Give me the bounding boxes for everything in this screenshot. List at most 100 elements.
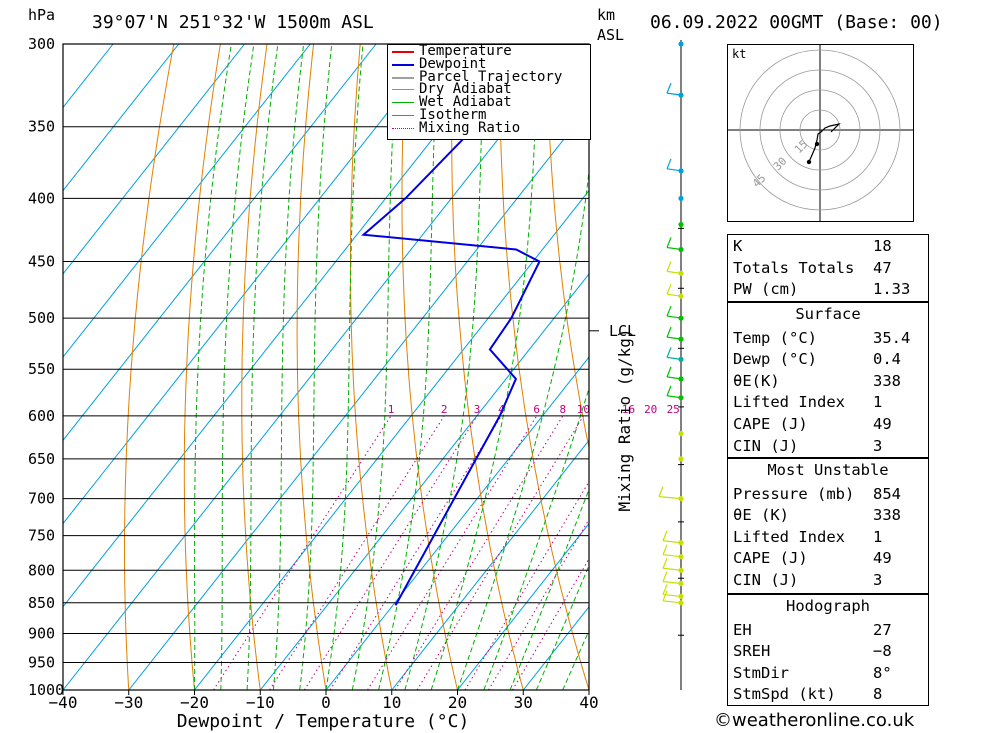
legend-item-temperature: Temperature	[388, 44, 590, 58]
wind-barb-flag	[666, 326, 672, 338]
legend-label: Parcel Trajectory	[419, 68, 563, 85]
wind-level-dot	[678, 293, 684, 299]
surface-dewp-label: Dewp (°C)	[733, 350, 817, 369]
mixing-ratio-line	[303, 415, 478, 690]
surface-temp-value: 35.4	[873, 328, 911, 347]
wind-barb	[662, 567, 682, 571]
dry-adiabat-line	[920, 44, 1000, 690]
dewpoint-profile	[361, 44, 568, 606]
wind-level-dot	[678, 567, 684, 573]
isotherm-line	[457, 522, 589, 690]
isotherm-line	[63, 44, 245, 275]
dry-adiabat-line	[499, 44, 589, 690]
surface-title: Surface	[795, 305, 861, 323]
legend-label: Wet Adiabat	[419, 94, 512, 111]
x-tick-label: 0	[321, 693, 331, 712]
pressure-tick-label: 550	[28, 360, 55, 378]
mixing-ratio-line	[512, 557, 589, 690]
wind-barb	[662, 554, 682, 558]
mixing-ratio-label: 8	[559, 403, 566, 416]
datetime-label: 06.09.2022 00GMT (Base: 00)	[650, 12, 943, 33]
isotherm-line	[63, 44, 180, 192]
wind-barb-flag	[666, 347, 672, 358]
indices-panel: K 18 Totals Totals 47 PW (cm) 1.33	[727, 234, 929, 302]
pressure-tick-label: 800	[28, 561, 55, 579]
pressure-tick-label: 600	[28, 407, 55, 425]
mixing-ratio-label: 1	[388, 403, 395, 416]
wind-barb	[666, 293, 682, 297]
surface-cape-label: CAPE (J)	[733, 414, 808, 433]
wind-barb-flag	[662, 571, 668, 582]
wind-barb-flag	[666, 305, 672, 317]
dry-adiabat-line	[546, 44, 589, 451]
mixing-ratio-label: 2	[441, 403, 448, 416]
dry-adiabat-line	[296, 44, 327, 690]
mu-cin-value: 3	[873, 570, 883, 589]
mixing-ratio-label: 16	[622, 403, 635, 416]
isotherm-line	[128, 106, 589, 690]
k-index-label: K	[733, 237, 743, 255]
wind-barb-flag	[662, 590, 668, 602]
height-unit-asl: ASL	[597, 26, 625, 44]
pressure-tick-label: 950	[28, 654, 55, 672]
hodograph-ring	[759, 69, 881, 191]
wind-barb	[666, 376, 682, 380]
pressure-unit-label: hPa	[28, 6, 56, 24]
isotherm-line	[63, 44, 377, 442]
wind-level-dot	[678, 376, 684, 382]
x-tick-label: −30	[114, 693, 143, 712]
isotherm-line	[63, 44, 574, 690]
sreh-label: SREH	[733, 642, 771, 661]
wind-barb	[658, 496, 682, 500]
stmspd-label: StmSpd (kt)	[733, 685, 836, 704]
isotherm-line	[325, 356, 589, 690]
stmdir-label: StmDir	[733, 663, 789, 682]
hodograph-ring	[799, 109, 841, 151]
wind-level-dot	[678, 456, 684, 462]
mu-cin-label: CIN (J)	[733, 570, 799, 589]
dry-adiabat-line	[966, 44, 1000, 690]
legend-item-parcel: Parcel Trajectory	[388, 68, 590, 85]
wind-barb-flag	[666, 237, 672, 248]
wet-adiabat-line	[194, 44, 232, 690]
eh-value: 27	[873, 620, 892, 639]
legend-item-dewpoint: Dewpoint	[388, 57, 590, 71]
mu-cape-label: CAPE (J)	[733, 549, 808, 568]
x-tick-label: 30	[514, 693, 533, 712]
x-axis-label: Dewpoint / Temperature (°C)	[177, 711, 470, 732]
pressure-tick-label: 450	[28, 253, 55, 271]
wind-level-dot	[678, 195, 684, 201]
mixing-ratio-label: 20	[644, 403, 657, 416]
x-tick-label: −20	[180, 693, 209, 712]
totals-value: 47	[873, 258, 892, 277]
wind-barb-flag	[662, 584, 668, 595]
wind-barb	[662, 593, 682, 598]
isotherm-line	[63, 44, 443, 525]
hodograph-ring	[779, 89, 861, 171]
totals-label: Totals Totals	[733, 258, 855, 277]
copyright-link[interactable]: ©weatheronline.co.uk	[714, 710, 915, 731]
wind-barb-flag	[658, 486, 664, 497]
wind-level-dot	[678, 554, 684, 560]
x-tick-label: −40	[49, 693, 78, 712]
surface-li-label: Lifted Index	[733, 393, 845, 412]
pressure-tick-label: 700	[28, 490, 55, 508]
hodograph-title: Hodograph	[786, 597, 870, 615]
legend-item-wet-adiabat: Wet Adiabat	[388, 94, 590, 111]
surface-cin-label: CIN (J)	[733, 436, 799, 455]
wind-level-dot	[678, 600, 684, 606]
x-tick-label: 10	[382, 693, 401, 712]
wind-barb-flag	[666, 261, 672, 272]
most-unstable-panel: Most Unstable Pressure (mb) 854 θE (K) 338…	[727, 458, 929, 594]
isotherm-line	[391, 439, 589, 690]
mu-pressure-label: Pressure (mb)	[733, 484, 855, 503]
mixing-ratio-line	[367, 415, 538, 690]
wind-barb	[666, 270, 682, 274]
isotherm-line	[259, 273, 589, 690]
wind-barb-flag	[662, 530, 668, 541]
mu-cape-value: 49	[873, 549, 892, 568]
pressure-tick-label: 850	[28, 594, 55, 612]
location-title: 39°07'N 251°32'W 1500m ASL	[92, 12, 374, 33]
x-tick-label: −10	[246, 693, 275, 712]
